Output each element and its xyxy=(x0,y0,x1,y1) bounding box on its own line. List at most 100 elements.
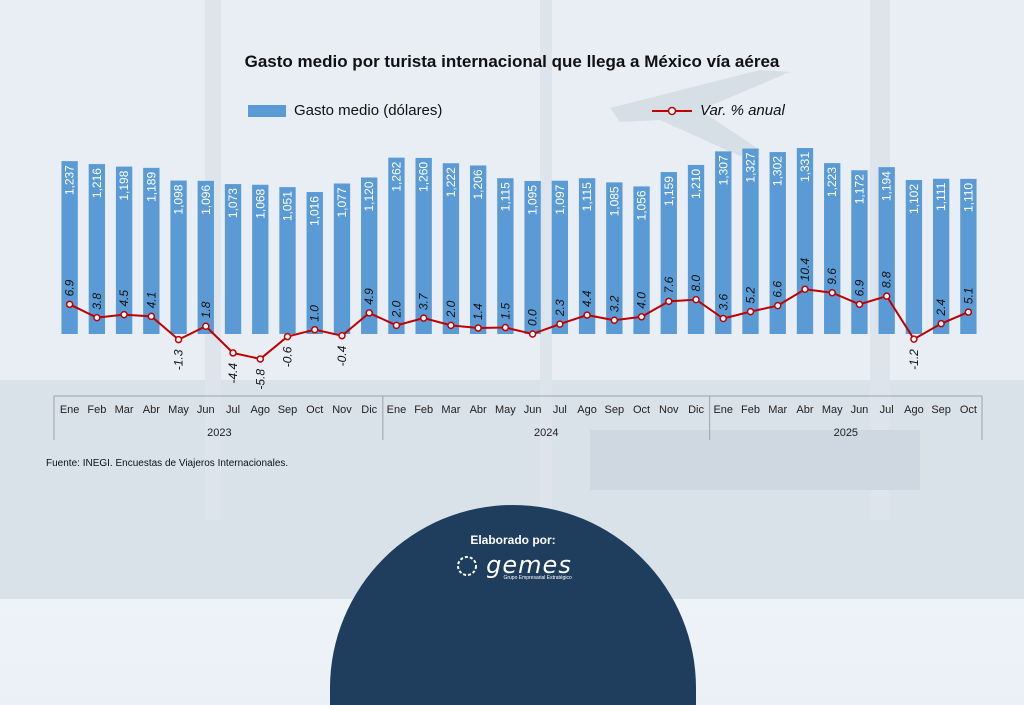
line-point xyxy=(692,295,700,304)
bar-value-label: 1,327 xyxy=(744,152,758,182)
line-value-label: -1.2 xyxy=(907,349,921,370)
x-tick-label: Mar xyxy=(441,404,460,416)
company-logo: gemes Grupo Empresarial Estratégico xyxy=(454,551,572,581)
line-value-label: 0.0 xyxy=(526,309,540,326)
line-value-label: 9.6 xyxy=(825,268,839,285)
bar-value-label: 1,159 xyxy=(662,176,676,206)
bar xyxy=(497,178,514,334)
bar-value-label: 1,098 xyxy=(172,184,186,214)
bar xyxy=(769,152,786,334)
line-point xyxy=(528,330,537,338)
x-tick-label: Ene xyxy=(713,404,733,416)
bar xyxy=(905,180,923,334)
line-point xyxy=(637,313,646,321)
bar xyxy=(469,165,487,334)
source-note: Fuente: INEGI. Encuestas de Viajeros Int… xyxy=(46,458,289,469)
legend-line-swatch xyxy=(652,106,692,115)
x-tick-label: Mar xyxy=(115,404,134,416)
bar-value-label: 1,085 xyxy=(607,186,621,216)
line-value-label: 10.4 xyxy=(798,258,812,282)
line-point xyxy=(310,325,319,334)
line-value-label: 2.0 xyxy=(444,300,458,318)
line-point xyxy=(202,322,210,331)
x-tick-label: Sep xyxy=(278,404,298,416)
bar-value-label: 1,206 xyxy=(471,169,485,199)
line-point xyxy=(229,349,237,357)
line-value-label: 3.2 xyxy=(607,295,621,312)
bar xyxy=(851,170,868,334)
line-point xyxy=(283,332,292,341)
line-point xyxy=(964,308,973,316)
bar-value-label: 1,210 xyxy=(689,169,703,199)
line-point xyxy=(120,310,128,319)
chart-title: Gasto medio por turista internacional qu… xyxy=(244,52,780,71)
bar-value-label: 1,051 xyxy=(281,191,295,221)
bar xyxy=(61,161,78,334)
line-point xyxy=(801,285,809,294)
bar xyxy=(279,187,296,334)
bar xyxy=(633,186,650,334)
line-value-label: 1.4 xyxy=(471,303,485,320)
bar-value-label: 1,115 xyxy=(498,182,512,211)
bar xyxy=(442,163,460,334)
line-value-label: 4.0 xyxy=(635,292,649,309)
legend-bars-label: Gasto medio (dólares) xyxy=(294,102,443,119)
line-point xyxy=(474,324,482,332)
line-point xyxy=(501,323,510,332)
bar-value-label: 1,260 xyxy=(417,162,431,192)
line-value-label: -4.4 xyxy=(226,363,240,384)
line-point xyxy=(174,335,183,344)
x-tick-label: Jun xyxy=(851,404,869,416)
line-point xyxy=(256,355,265,363)
bar xyxy=(224,184,242,334)
bar xyxy=(170,180,187,334)
line-point xyxy=(147,312,156,321)
bar-value-label: 1,056 xyxy=(635,190,649,220)
line-value-label: 2.4 xyxy=(934,299,948,317)
x-tick-label: Sep xyxy=(931,404,951,416)
bar xyxy=(578,178,596,334)
line-point xyxy=(910,335,918,343)
bar xyxy=(361,177,378,334)
x-tick-label: Sep xyxy=(605,404,625,416)
line-value-label: 4.1 xyxy=(144,292,158,309)
line-point xyxy=(855,300,864,309)
bar xyxy=(115,166,133,334)
x-tick-label: Ago xyxy=(904,404,924,416)
bar-value-label: 1,095 xyxy=(526,185,540,215)
bar xyxy=(715,151,732,334)
x-tick-label: Abr xyxy=(796,404,813,416)
line-value-label: 5.1 xyxy=(961,287,975,304)
chart-plot: 1,237 1,216 1,198 1,189 1,098 1,096 1,073 1,068… xyxy=(53,148,983,440)
bar-value-label: 1,172 xyxy=(852,174,866,204)
bar xyxy=(143,167,160,334)
x-tick-label: Abr xyxy=(143,404,160,416)
line-value-label: 8.0 xyxy=(689,275,703,292)
line-value-label: 1.8 xyxy=(199,301,213,318)
line-value-label: 2.3 xyxy=(553,299,567,317)
bar xyxy=(660,172,677,334)
line-value-label: 5.2 xyxy=(744,287,758,304)
x-tick-label: May xyxy=(168,404,189,416)
x-tick-label: Ago xyxy=(577,404,597,416)
x-tick-label: May xyxy=(495,404,516,416)
bar xyxy=(742,148,759,334)
bar-value-label: 1,331 xyxy=(798,152,812,182)
bar-value-label: 1,223 xyxy=(825,167,839,197)
bar-value-label: 1,262 xyxy=(389,161,403,191)
footer-badge: Elaborado por: gemes Grupo Empresarial E… xyxy=(330,505,696,705)
logo-ring-icon xyxy=(457,556,478,576)
line-point xyxy=(746,307,755,316)
bar xyxy=(606,182,623,334)
line-point xyxy=(882,292,891,300)
bar-value-label: 1,120 xyxy=(362,181,376,211)
bar-value-label: 1,307 xyxy=(716,155,730,185)
bar-value-label: 1,189 xyxy=(144,172,158,202)
x-group-label: 2024 xyxy=(534,427,558,439)
bar xyxy=(796,148,814,334)
line-value-label: 2.0 xyxy=(389,300,403,318)
bar xyxy=(388,157,405,334)
bar-value-label: 1,102 xyxy=(907,184,921,214)
bar xyxy=(878,167,895,334)
legend-line: Var. % anual xyxy=(652,102,785,119)
